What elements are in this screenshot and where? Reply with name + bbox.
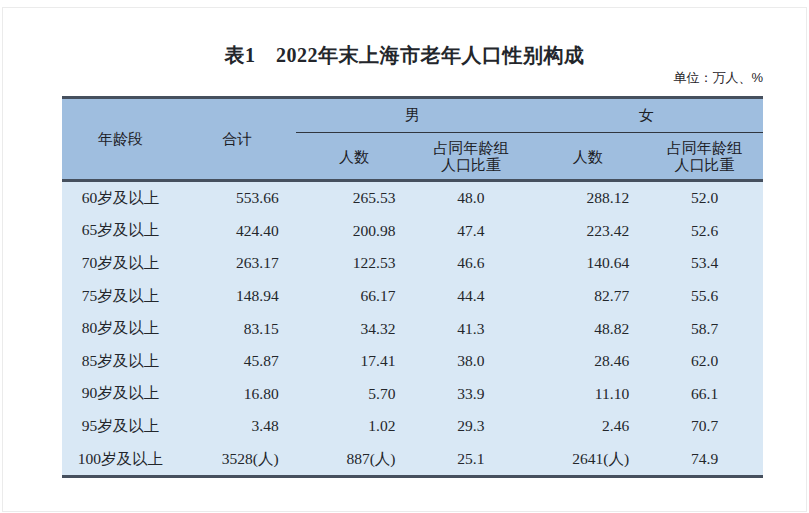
cell-male-count: 66.17: [296, 280, 413, 313]
cell-age: 80岁及以上: [62, 312, 179, 345]
cell-female-share: 70.7: [646, 410, 763, 443]
share-header-line1: 占同年龄组: [412, 139, 529, 156]
cell-age: 75岁及以上: [62, 280, 179, 313]
cell-male-share: 44.4: [412, 280, 529, 313]
table-row: 65岁及以上 424.40 200.98 47.4 223.42 52.6: [62, 215, 763, 248]
share-header-line2: 人口比重: [646, 156, 763, 173]
table-row: 75岁及以上 148.94 66.17 44.4 82.77 55.6: [62, 280, 763, 313]
cell-male-share: 25.1: [412, 443, 529, 477]
cell-age: 65岁及以上: [62, 215, 179, 248]
cell-total: 553.66: [179, 181, 296, 215]
col-header-female-count: 人数: [529, 133, 646, 181]
cell-male-count: 887(人): [296, 443, 413, 477]
cell-female-count: 223.42: [529, 215, 646, 248]
cell-age: 100岁及以上: [62, 443, 179, 477]
cell-total: 3.48: [179, 410, 296, 443]
cell-total: 263.17: [179, 247, 296, 280]
cell-total: 16.80: [179, 378, 296, 411]
table-row: 60岁及以上 553.66 265.53 48.0 288.12 52.0: [62, 181, 763, 215]
cell-male-share: 41.3: [412, 312, 529, 345]
col-header-male-count: 人数: [296, 133, 413, 181]
cell-male-share: 38.0: [412, 345, 529, 378]
table-row: 85岁及以上 45.87 17.41 38.0 28.46 62.0: [62, 345, 763, 378]
cell-total: 45.87: [179, 345, 296, 378]
table-body: 60岁及以上 553.66 265.53 48.0 288.12 52.0 65…: [62, 181, 763, 477]
cell-total: 424.40: [179, 215, 296, 248]
col-header-total: 合计: [179, 98, 296, 181]
table-row: 70岁及以上 263.17 122.53 46.6 140.64 53.4: [62, 247, 763, 280]
cell-male-count: 265.53: [296, 181, 413, 215]
population-table-wrap: 年龄段 合计 男 女 人数 占同年龄组 人口比重 人数 占同年龄组 人口比重: [62, 96, 763, 478]
cell-male-share: 46.6: [412, 247, 529, 280]
cell-female-count: 140.64: [529, 247, 646, 280]
cell-female-count: 28.46: [529, 345, 646, 378]
cell-female-count: 2.46: [529, 410, 646, 443]
cell-age: 70岁及以上: [62, 247, 179, 280]
cell-male-count: 34.32: [296, 312, 413, 345]
table-row: 95岁及以上 3.48 1.02 29.3 2.46 70.7: [62, 410, 763, 443]
population-table: 年龄段 合计 男 女 人数 占同年龄组 人口比重 人数 占同年龄组 人口比重: [62, 96, 763, 478]
cell-male-count: 17.41: [296, 345, 413, 378]
cell-female-count: 11.10: [529, 378, 646, 411]
cell-female-count: 288.12: [529, 181, 646, 215]
cell-female-share: 66.1: [646, 378, 763, 411]
cell-age: 90岁及以上: [62, 378, 179, 411]
cell-female-count: 48.82: [529, 312, 646, 345]
report-page: 表1 2022年末上海市老年人口性别构成 单位：万人、% 年龄段 合计 男 女 …: [0, 0, 809, 513]
cell-female-share: 55.6: [646, 280, 763, 313]
cell-male-share: 29.3: [412, 410, 529, 443]
col-header-female-share: 占同年龄组 人口比重: [646, 133, 763, 181]
share-header-line2: 人口比重: [412, 156, 529, 173]
cell-total: 83.15: [179, 312, 296, 345]
col-group-female: 女: [529, 98, 763, 133]
cell-female-share: 52.6: [646, 215, 763, 248]
share-header-line1: 占同年龄组: [646, 139, 763, 156]
cell-age: 60岁及以上: [62, 181, 179, 215]
table-row: 80岁及以上 83.15 34.32 41.3 48.82 58.7: [62, 312, 763, 345]
cell-male-share: 33.9: [412, 378, 529, 411]
cell-female-count: 2641(人): [529, 443, 646, 477]
col-group-male: 男: [296, 98, 530, 133]
table-row: 90岁及以上 16.80 5.70 33.9 11.10 66.1: [62, 378, 763, 411]
cell-female-share: 62.0: [646, 345, 763, 378]
cell-total: 3528(人): [179, 443, 296, 477]
header-row-groups: 年龄段 合计 男 女: [62, 98, 763, 133]
unit-note: 单位：万人、%: [673, 69, 763, 87]
cell-female-share: 53.4: [646, 247, 763, 280]
col-header-age: 年龄段: [62, 98, 179, 181]
cell-male-share: 47.4: [412, 215, 529, 248]
cell-male-count: 1.02: [296, 410, 413, 443]
cell-age: 85岁及以上: [62, 345, 179, 378]
cell-male-count: 122.53: [296, 247, 413, 280]
cell-female-share: 58.7: [646, 312, 763, 345]
cell-male-share: 48.0: [412, 181, 529, 215]
cell-total: 148.94: [179, 280, 296, 313]
cell-female-share: 74.9: [646, 443, 763, 477]
cell-age: 95岁及以上: [62, 410, 179, 443]
col-header-male-share: 占同年龄组 人口比重: [412, 133, 529, 181]
table-row: 100岁及以上 3528(人) 887(人) 25.1 2641(人) 74.9: [62, 443, 763, 477]
table-title: 表1 2022年末上海市老年人口性别构成: [0, 42, 809, 69]
cell-male-count: 5.70: [296, 378, 413, 411]
cell-female-share: 52.0: [646, 181, 763, 215]
cell-male-count: 200.98: [296, 215, 413, 248]
cell-female-count: 82.77: [529, 280, 646, 313]
table-header: 年龄段 合计 男 女 人数 占同年龄组 人口比重 人数 占同年龄组 人口比重: [62, 98, 763, 181]
